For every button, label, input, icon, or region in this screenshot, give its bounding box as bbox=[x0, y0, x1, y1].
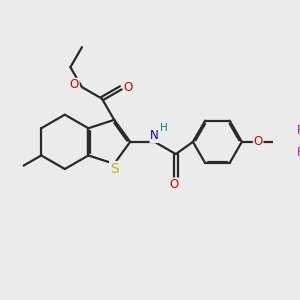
Text: O: O bbox=[124, 81, 133, 94]
Text: H: H bbox=[160, 123, 168, 133]
Text: F: F bbox=[297, 124, 300, 137]
Text: O: O bbox=[70, 79, 79, 92]
Text: O: O bbox=[254, 135, 263, 148]
Text: F: F bbox=[297, 146, 300, 160]
Text: S: S bbox=[110, 162, 118, 176]
Text: O: O bbox=[170, 178, 179, 191]
Text: N: N bbox=[150, 129, 159, 142]
